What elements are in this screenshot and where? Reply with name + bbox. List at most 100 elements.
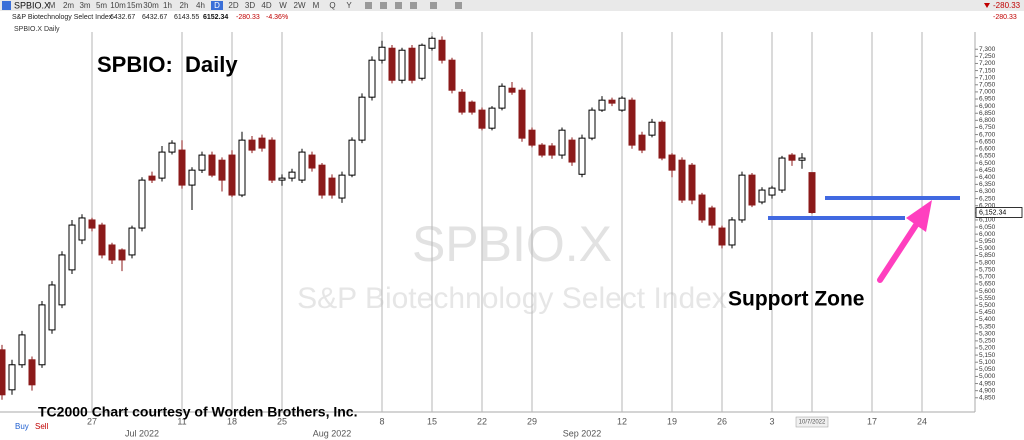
- icon[interactable]: [365, 2, 372, 9]
- timeframe-button[interactable]: Y: [346, 1, 352, 10]
- candle-body: [448, 59, 456, 91]
- y-tick-label: 5,650: [979, 281, 996, 288]
- candle-body: [158, 151, 166, 179]
- buy-button[interactable]: Buy: [15, 422, 29, 431]
- candle-body: [628, 99, 636, 146]
- x-tick-label: 12: [617, 416, 627, 426]
- y-tick-label: 6,700: [979, 131, 996, 138]
- candle-body: [228, 154, 236, 196]
- timeframe-button[interactable]: 1h: [163, 1, 172, 10]
- y-tick-label: 7,150: [979, 67, 996, 74]
- candle-body: [288, 171, 296, 179]
- y-tick-label: 5,900: [979, 245, 996, 252]
- icon[interactable]: [430, 2, 437, 9]
- last-price-label: 6,152.34: [979, 209, 1006, 216]
- timeframe-button[interactable]: 30m: [143, 1, 159, 10]
- candle-body: [768, 187, 776, 196]
- candle-body: [248, 139, 256, 151]
- down-arrow: [984, 3, 990, 8]
- corner-change: -280.33: [993, 1, 1021, 10]
- watermark: SPBIO.X: [412, 216, 612, 272]
- timeframe-active-bg: [211, 1, 223, 10]
- quote-name: S&P Biotechnology Select Index: [12, 14, 113, 21]
- timeframe-button[interactable]: 4D: [261, 1, 271, 10]
- timeframe-button[interactable]: W: [279, 1, 287, 10]
- x-month-label: Aug 2022: [313, 428, 352, 438]
- icon[interactable]: [395, 2, 402, 9]
- annotation: Support Zone: [728, 288, 864, 311]
- x-tick-label: 11: [177, 416, 186, 426]
- candle-body: [388, 47, 396, 81]
- sell-button[interactable]: Sell: [35, 422, 49, 431]
- candle-body: [128, 227, 136, 256]
- candle-body: [368, 59, 376, 98]
- candle-body: [788, 154, 796, 161]
- y-tick-label: 6,100: [979, 217, 996, 224]
- candle-body: [208, 154, 216, 176]
- timeframe-button[interactable]: 10m: [110, 1, 126, 10]
- quote-low: 6143.55: [174, 14, 199, 21]
- candle-body: [308, 154, 316, 169]
- candle-body: [678, 159, 686, 201]
- x-tick-label: 22: [477, 416, 487, 426]
- candle-body: [518, 89, 526, 139]
- candle-body: [778, 157, 786, 191]
- candle-body: [618, 97, 626, 111]
- candle-body: [758, 189, 766, 203]
- x-tick-label: 25: [277, 416, 287, 426]
- x-tick-highlight: [795, 416, 829, 428]
- candle-body: [8, 364, 16, 391]
- y-tick-label: 5,450: [979, 309, 996, 316]
- timeframe-button[interactable]: 5m: [96, 1, 107, 10]
- y-tick-label: 6,800: [979, 117, 996, 124]
- timeframe-button[interactable]: 2m: [63, 1, 74, 10]
- timeframe-button[interactable]: 2h: [180, 1, 189, 10]
- candle-body: [198, 154, 206, 171]
- symbol-icon: [2, 1, 11, 10]
- candle-body: [188, 169, 196, 186]
- candle-body: [428, 37, 436, 49]
- quote-change-pct: -4.36%: [266, 14, 288, 21]
- timeframe-button[interactable]: M: [313, 1, 320, 10]
- icon[interactable]: [410, 2, 417, 9]
- timeframe-button[interactable]: M: [49, 1, 56, 10]
- y-tick-label: 5,200: [979, 345, 996, 352]
- timeframe-button[interactable]: 2W: [294, 1, 306, 10]
- candle-body: [508, 87, 516, 93]
- candle-body: [258, 137, 266, 149]
- icon[interactable]: [380, 2, 387, 9]
- toolbar: [0, 0, 1024, 11]
- quote-open: 6432.67: [110, 14, 135, 21]
- candle-body: [408, 47, 416, 81]
- candle-body: [178, 149, 186, 186]
- timeframe-button[interactable]: 15m: [127, 1, 143, 10]
- y-tick-label: 5,550: [979, 295, 996, 302]
- y-tick-label: 6,600: [979, 146, 996, 153]
- candle-body: [738, 174, 746, 221]
- candle-body: [418, 44, 426, 79]
- candle-body: [18, 334, 26, 366]
- y-tick-label: 5,800: [979, 259, 996, 266]
- y-tick-label: 5,250: [979, 338, 996, 345]
- icon[interactable]: [455, 2, 462, 9]
- y-tick-label: 6,650: [979, 138, 996, 145]
- last-price-box: [975, 207, 1023, 218]
- candle-body: [328, 177, 336, 196]
- candle-body: [748, 174, 756, 206]
- timeframe-button[interactable]: 3D: [245, 1, 255, 10]
- timeframe-button[interactable]: 2D: [228, 1, 238, 10]
- timeframe-button[interactable]: 3m: [79, 1, 90, 10]
- timeframe-button[interactable]: D: [214, 1, 220, 10]
- candle-body: [68, 224, 76, 271]
- candle-body: [458, 91, 466, 113]
- timeframe-button[interactable]: 4h: [196, 1, 205, 10]
- y-tick-label: 6,550: [979, 153, 996, 160]
- candle-body: [398, 49, 406, 81]
- y-tick-label: 5,000: [979, 373, 996, 380]
- candle-body: [98, 224, 106, 256]
- candle-body: [578, 137, 586, 175]
- timeframe-button[interactable]: Q: [329, 1, 335, 10]
- arrow-shaft: [877, 219, 921, 283]
- symbol[interactable]: SPBIO.X: [14, 0, 50, 10]
- y-tick-label: 6,200: [979, 202, 996, 209]
